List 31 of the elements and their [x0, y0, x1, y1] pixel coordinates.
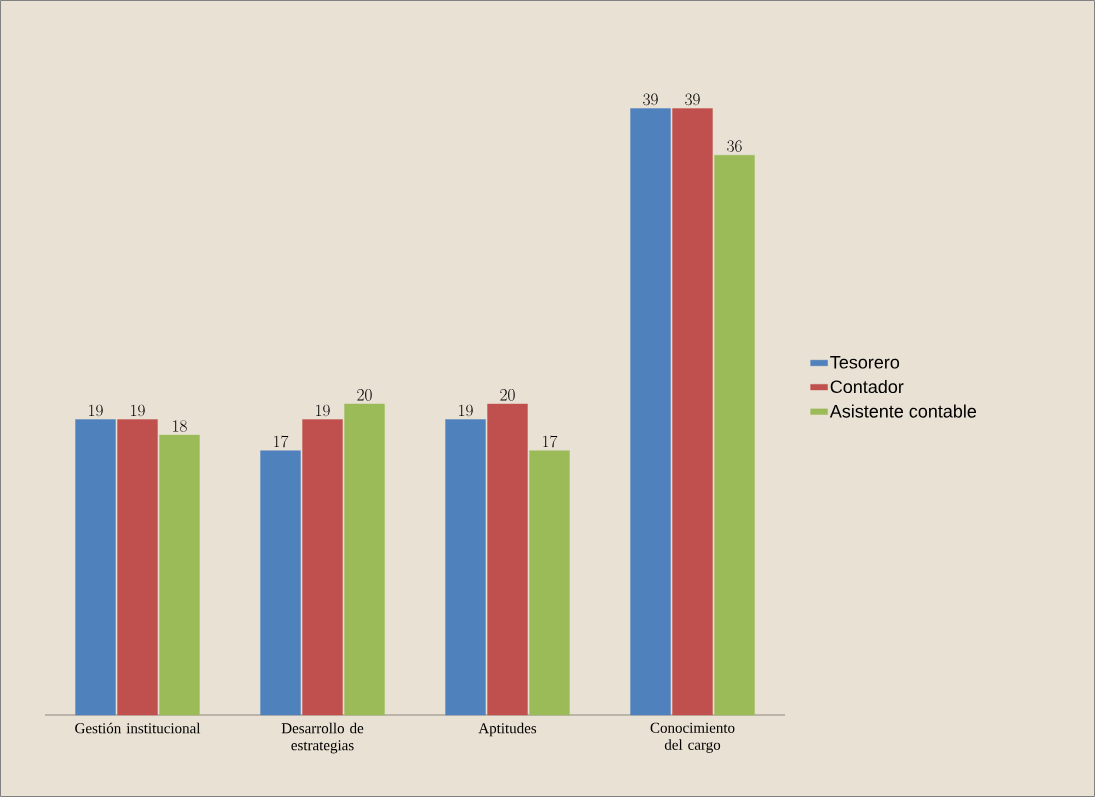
bar	[714, 154, 755, 716]
data-label: 19	[89, 404, 103, 417]
legend-label: Tesorero	[830, 356, 900, 369]
bar	[302, 419, 343, 716]
data-label: 39	[643, 93, 658, 106]
bar	[529, 450, 570, 716]
bar	[159, 434, 200, 716]
data-label: 20	[500, 389, 515, 401]
x-tick-label: Gestión institucional	[75, 722, 201, 734]
bar	[260, 450, 301, 716]
legend-label: Contador	[830, 379, 904, 394]
data-label: 18	[173, 420, 187, 432]
bar	[630, 108, 671, 716]
bar	[672, 108, 713, 716]
data-label: 17	[274, 435, 289, 448]
x-tick-label: Desarrollo de estrategias	[281, 722, 364, 754]
bar	[75, 419, 116, 716]
legend-label: Asistente contable	[829, 404, 977, 418]
data-label: 19	[316, 404, 330, 417]
bar	[344, 403, 385, 716]
data-label: 36	[727, 140, 742, 152]
data-label: 20	[357, 389, 372, 401]
bar	[487, 403, 528, 716]
bar	[445, 419, 486, 716]
data-label: 17	[543, 435, 558, 448]
x-tick-label: Conocimiento del cargo	[650, 722, 735, 753]
data-label: 19	[459, 404, 473, 417]
x-tick-label: Aptitudes	[478, 722, 537, 737]
data-label: 39	[685, 93, 700, 106]
bar	[117, 419, 158, 716]
data-label: 19	[131, 404, 145, 417]
